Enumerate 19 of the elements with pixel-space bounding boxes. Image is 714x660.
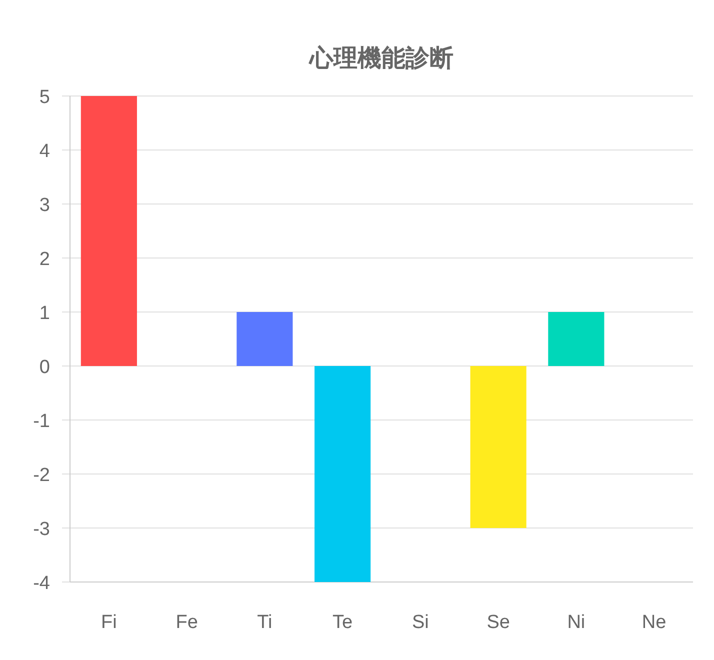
y-tick-label: 4	[39, 141, 50, 162]
x-tick-label: Ne	[642, 612, 666, 633]
y-tick-label: -4	[33, 573, 50, 594]
y-tick-label: 2	[39, 249, 50, 270]
x-tick-label: Te	[332, 612, 353, 633]
x-tick-label: Fe	[176, 612, 198, 633]
y-tick-label: 5	[39, 87, 50, 108]
x-tick-label: Fi	[101, 612, 117, 633]
y-tick-label: -2	[33, 465, 50, 486]
y-tick-label: 0	[39, 357, 50, 378]
y-tick-label: 3	[39, 195, 50, 216]
y-tick-label: -1	[33, 411, 50, 432]
x-tick-label: Si	[412, 612, 429, 633]
y-tick-label: 1	[39, 303, 50, 324]
x-tick-label: Se	[486, 612, 510, 633]
chart-title: 心理機能診断	[308, 45, 454, 72]
x-tick-label: Ti	[257, 612, 272, 633]
y-tick-label: -3	[33, 519, 50, 540]
x-tick-label: Ni	[567, 612, 586, 633]
